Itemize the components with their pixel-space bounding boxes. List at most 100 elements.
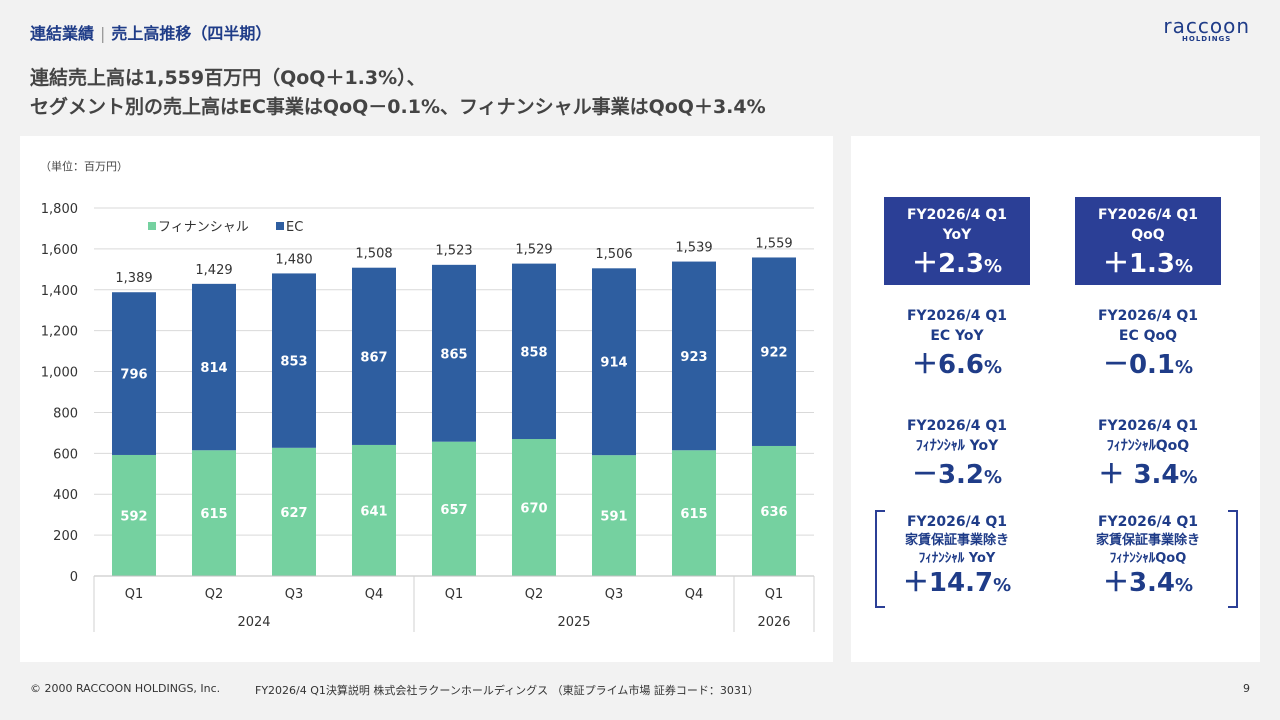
footer-copyright: © 2000 RACCOON HOLDINGS, Inc.: [30, 682, 221, 695]
kpi-card: FY2026/4 Q1 YoY ＋2.3%: [884, 197, 1030, 285]
kpi-period: FY2026/4 Q1: [906, 308, 1008, 324]
bar-ec: [512, 263, 556, 440]
kpi-card: FY2026/4 Q1 家賃保証事業除き ﾌｨﾅﾝｼｬﾙ YoY ＋14.7%: [884, 512, 1030, 601]
data-label: 592: [120, 509, 147, 524]
legend-label: EC: [286, 220, 303, 235]
kpi-period: FY2026/4 Q1: [1097, 514, 1199, 530]
x-group-label: 2026: [757, 615, 790, 630]
kpi-value: ＋1.3%: [1075, 247, 1221, 284]
kpi-sign: ＋: [1102, 249, 1129, 279]
bar-financial: [112, 454, 156, 576]
total-label: 1,539: [675, 240, 712, 255]
page-header: 連結業績 | 売上高推移（四半期）: [30, 20, 271, 44]
kpi-value: －0.1%: [1075, 348, 1221, 385]
bar-financial: [592, 455, 636, 576]
kpi-panel: FY2026/4 Q1 YoY ＋2.3% FY2026/4 Q1 QoQ ＋1.3% FY…: [851, 136, 1260, 662]
kpi-period: FY2026/4 Q1: [1097, 418, 1199, 434]
legend-label: フィナンシャル: [158, 220, 249, 235]
bar-financial: [352, 444, 396, 576]
data-label: 657: [440, 503, 467, 518]
y-tick-label: 400: [53, 488, 78, 503]
y-tick-label: 600: [53, 447, 78, 462]
headline-line-2: セグメント別の売上高はEC事業はQoQ－0.1%、フィナンシャル事業はQoQ＋3…: [30, 96, 766, 118]
kpi-metric: EC YoY: [930, 328, 984, 344]
unit-label: （単位：百万円）: [40, 159, 128, 173]
kpi-sign: ＋: [902, 568, 929, 598]
data-label: 796: [120, 368, 147, 383]
bar-ec: [432, 264, 476, 442]
legend-swatch: [148, 222, 156, 230]
data-label: 867: [360, 350, 387, 365]
kpi-percent: %: [984, 256, 1003, 277]
kpi-metric: QoQ: [1131, 227, 1165, 243]
y-tick-label: 800: [53, 406, 78, 421]
kpi-number: 1.3: [1128, 249, 1176, 279]
x-tick-label: Q2: [525, 587, 544, 602]
kpi-card: FY2026/4 Q1 ﾌｨﾅﾝｼｬﾙQoQ ＋ 3.4%: [1075, 416, 1221, 495]
x-tick-label: Q1: [125, 587, 144, 602]
kpi-number: 14.7: [928, 568, 994, 598]
kpi-period: FY2026/4 Q1: [906, 514, 1008, 530]
page-number: 9: [1243, 682, 1250, 695]
kpi-percent: %: [993, 575, 1012, 596]
x-tick-label: Q1: [765, 587, 784, 602]
kpi-metric: ﾌｨﾅﾝｼｬﾙ YoY: [915, 438, 999, 454]
kpi-metric: ﾌｨﾅﾝｼｬﾙQoQ: [1106, 438, 1190, 454]
x-tick-label: Q1: [445, 587, 464, 602]
kpi-metric: YoY: [942, 227, 972, 243]
bar-ec: [112, 292, 156, 455]
x-tick-label: Q4: [365, 587, 384, 602]
kpi-value: －3.2%: [884, 458, 1030, 495]
kpi-number: 0.1: [1128, 350, 1176, 380]
kpi-period: FY2026/4 Q1: [906, 207, 1008, 223]
bar-financial: [672, 450, 716, 576]
data-label: 636: [760, 505, 787, 520]
total-label: 1,480: [275, 252, 312, 267]
data-label: 670: [520, 502, 547, 517]
kpi-metric-sub: ﾌｨﾅﾝｼｬﾙ YoY: [918, 551, 996, 566]
y-tick-label: 1,200: [41, 325, 78, 340]
data-label: 858: [520, 345, 547, 360]
bracket-left: [875, 510, 885, 608]
data-label: 627: [280, 506, 307, 521]
total-label: 1,508: [355, 247, 392, 262]
kpi-card: FY2026/4 Q1 ﾌｨﾅﾝｼｬﾙ YoY －3.2%: [884, 416, 1030, 495]
kpi-percent: %: [984, 467, 1003, 488]
data-label: 865: [440, 347, 467, 362]
kpi-metric: 家賃保証事業除き: [1095, 533, 1200, 548]
kpi-metric-sub: ﾌｨﾅﾝｼｬﾙQoQ: [1109, 551, 1187, 566]
bar-financial: [752, 445, 796, 576]
bar-ec: [352, 267, 396, 445]
kpi-number: 6.6: [937, 350, 985, 380]
company-logo: raccoon HOLDINGS: [1163, 14, 1250, 43]
x-tick-label: Q3: [285, 587, 304, 602]
kpi-percent: %: [1179, 467, 1198, 488]
kpi-sign: ＋: [1098, 460, 1134, 490]
bracket-right: [1228, 510, 1238, 608]
data-label: 591: [600, 510, 627, 525]
header-separator: |: [100, 24, 106, 43]
legend-swatch: [276, 222, 284, 230]
y-tick-label: 200: [53, 529, 78, 544]
y-tick-label: 1,600: [41, 243, 78, 258]
kpi-percent: %: [984, 357, 1003, 378]
kpi-metric: EC QoQ: [1118, 328, 1178, 344]
kpi-sign: ＋: [1102, 568, 1129, 598]
data-label: 853: [280, 355, 307, 370]
total-label: 1,523: [435, 244, 472, 259]
x-group-label: 2025: [557, 615, 590, 630]
x-group-label: 2024: [237, 615, 270, 630]
total-label: 1,429: [195, 263, 232, 278]
total-label: 1,389: [115, 271, 152, 286]
x-tick-label: Q3: [605, 587, 624, 602]
data-label: 923: [680, 350, 707, 365]
data-label: 615: [680, 507, 707, 522]
logo-word: raccoon: [1163, 14, 1250, 38]
data-label: 615: [200, 507, 227, 522]
kpi-value: ＋2.3%: [884, 247, 1030, 284]
kpi-period: FY2026/4 Q1: [906, 418, 1008, 434]
total-label: 1,506: [595, 247, 632, 262]
kpi-card: FY2026/4 Q1 QoQ ＋1.3%: [1075, 197, 1221, 285]
page-title: 売上高推移（四半期）: [111, 24, 272, 43]
logo-sub: HOLDINGS: [1182, 35, 1232, 43]
